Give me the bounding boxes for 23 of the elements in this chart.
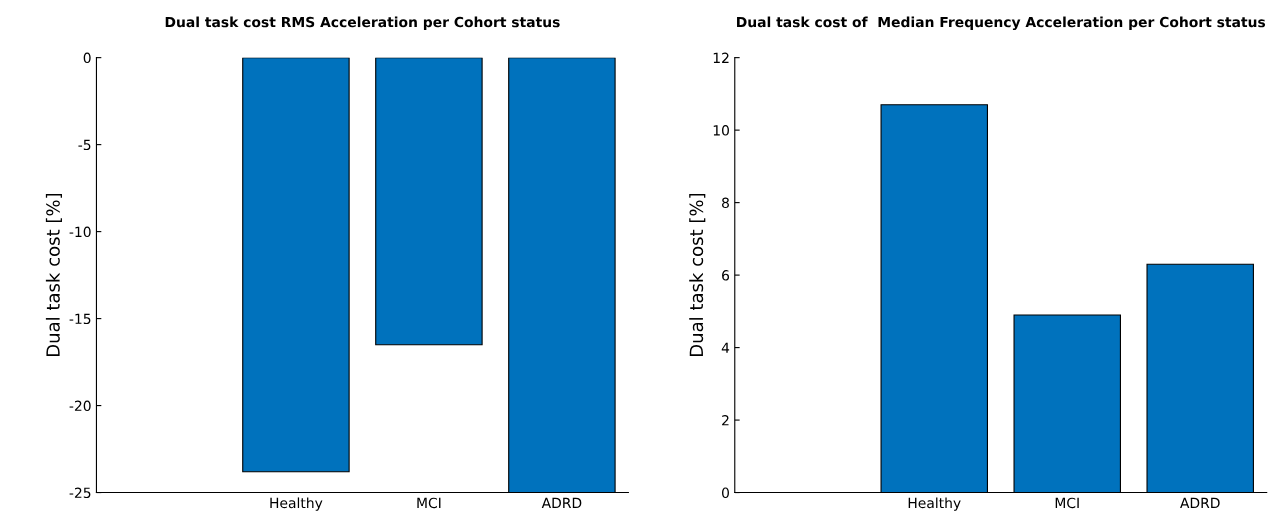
y-tick-label: 10 [713,125,729,136]
y-tick-label: 0 [721,487,729,499]
y-tick-label: -25 [69,487,91,499]
y-tick-label: -15 [69,313,91,325]
y-tick-label: -20 [69,400,91,412]
x-tick-label: Healthy [270,497,323,511]
x-tick-label: MCI [417,497,441,509]
y-tick-label: 0 [83,52,91,64]
x-tick-label: Healthy [908,497,961,511]
y-axis-title: Dual task cost [%] [689,193,706,356]
y-tick-label: 4 [721,342,730,353]
x-tick-label: ADRD [1180,497,1220,508]
y-tick-label: 12 [713,52,729,63]
chart-title: Dual task cost of Median Frequency Acceleration per Cohort status [737,16,1266,31]
chart-title: Dual task cost RMS Acceleration per Cohort status [165,16,560,30]
y-tick-label: 2 [722,415,729,426]
y-axis-title: Dual task cost [%] [45,193,62,356]
x-tick-label: MCI [1055,497,1079,509]
y-tick-label: -10 [69,226,91,238]
y-tick-label: 8 [722,197,729,209]
y-tick-label: 6 [722,270,730,281]
x-tick-label: ADRD [541,497,582,508]
y-tick-label: -5 [78,139,91,151]
